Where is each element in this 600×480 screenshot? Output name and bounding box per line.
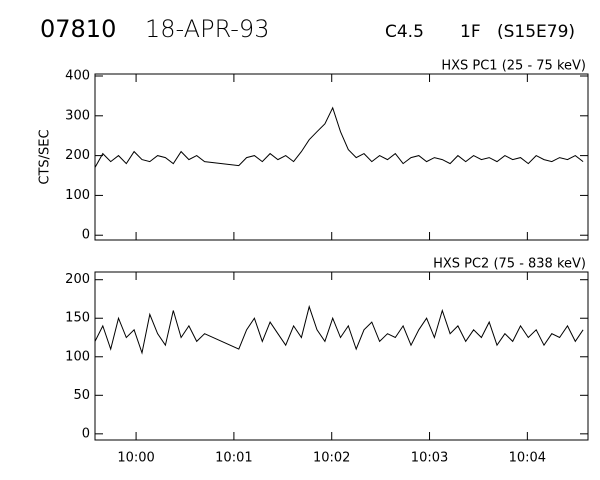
y-axis-label: CTS/SEC bbox=[38, 129, 53, 184]
y-tick-label: 200 bbox=[65, 272, 90, 287]
event-id: 07810 bbox=[40, 15, 116, 43]
optical-class: 1F bbox=[460, 22, 481, 42]
data-line bbox=[94, 106, 584, 168]
y-tick-label: 0 bbox=[82, 426, 90, 441]
plot-frame bbox=[94, 73, 589, 241]
y-tick-label: 100 bbox=[65, 349, 90, 364]
goes-class: C4.5 bbox=[385, 22, 424, 42]
y-tick-label: 100 bbox=[65, 188, 90, 203]
panel-title: HXS PC1 (25 - 75 keV) bbox=[441, 59, 586, 74]
x-tick-label: 10:00 bbox=[117, 451, 154, 466]
x-tick-label: 10:01 bbox=[215, 451, 252, 466]
y-tick-label: 300 bbox=[65, 108, 90, 123]
plot-frame bbox=[94, 271, 589, 441]
x-tick-label: 10:04 bbox=[509, 451, 546, 466]
event-date: 18-APR-93 bbox=[145, 15, 269, 43]
data-line bbox=[94, 304, 584, 355]
location: (S15E79) bbox=[497, 22, 575, 42]
panel-title: HXS PC2 (75 - 838 keV) bbox=[433, 257, 586, 272]
y-tick-label: 400 bbox=[65, 68, 90, 83]
y-tick-label: 200 bbox=[65, 148, 90, 163]
y-tick-label: 150 bbox=[65, 311, 90, 326]
x-tick-label: 10:03 bbox=[411, 451, 448, 466]
x-tick-label: 10:02 bbox=[313, 451, 350, 466]
y-tick-label: 50 bbox=[73, 388, 90, 403]
y-tick-label: 0 bbox=[82, 228, 90, 243]
